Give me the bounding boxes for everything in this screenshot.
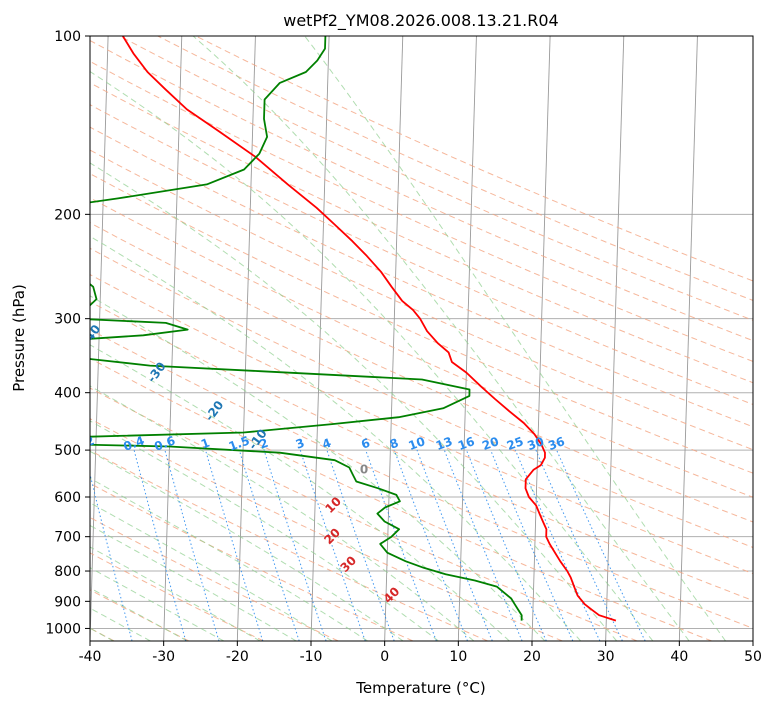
- mixing-ratio-line: [393, 449, 468, 641]
- dewpoint-profile-line: [90, 36, 523, 621]
- dry-adiabat-line: [90, 552, 264, 641]
- mixing-ratio-line: [164, 449, 220, 641]
- sounding-profiles: [90, 36, 617, 622]
- dry-adiabat-line: [90, 222, 753, 523]
- x-tick-label: 30: [597, 649, 615, 665]
- dry-adiabat-line: [90, 357, 712, 641]
- isotherm-line: [236, 36, 256, 641]
- isotherm-line: [678, 36, 698, 641]
- mixing-ratio-label: 36: [546, 434, 566, 453]
- x-tick-label: 10: [449, 649, 467, 665]
- mixing-ratio-label: 30: [525, 434, 545, 453]
- moist-adiabat-line: [90, 235, 582, 641]
- isotherm-line: [457, 36, 477, 641]
- moist-adiabat-line: [192, 36, 690, 641]
- dry-adiabat-line: [90, 387, 638, 641]
- dry-adiabat-line: [195, 36, 753, 282]
- mixing-ratio-line: [263, 449, 327, 641]
- moist-adiabat-line: [90, 502, 333, 641]
- mixing-ratio-line: [299, 449, 366, 641]
- mixing-ratio-label: 0.2: [72, 433, 97, 453]
- mixing-ratio-label: 20: [480, 434, 500, 453]
- x-tick-label: 40: [670, 649, 688, 665]
- moist-adiabat-line: [90, 70, 654, 641]
- moist-zero-label: 0: [360, 462, 368, 476]
- y-tick-label: 700: [54, 530, 81, 546]
- x-tick-label: -30: [152, 649, 175, 665]
- mixing-ratio-label: 1.5: [227, 433, 252, 453]
- y-tick-label: 800: [54, 564, 81, 580]
- y-tick-label: 200: [54, 207, 81, 223]
- mixing-ratio-lines: [90, 449, 646, 641]
- dry-adiabat-line: [90, 39, 753, 342]
- mixing-ratio-line: [443, 449, 523, 641]
- moist-adiabat-line: [90, 344, 510, 641]
- x-tick-label: 20: [523, 649, 541, 665]
- mixing-ratio-line: [416, 449, 493, 641]
- dry-adiabat-line: [90, 274, 753, 575]
- dry-adiabat-line: [119, 36, 753, 321]
- x-tick-label: 50: [744, 649, 762, 665]
- y-axis-title: Pressure (hPa): [10, 284, 28, 392]
- y-tick-label: 100: [54, 29, 81, 45]
- mixing-ratio-label: 13: [434, 434, 454, 453]
- mixing-ratio-label: 0.6: [152, 433, 177, 453]
- x-tick-label: -40: [79, 649, 102, 665]
- dry-adiabat-line: [90, 418, 563, 641]
- y-tick-label: 400: [54, 386, 81, 402]
- mixing-ratio-line: [238, 449, 300, 641]
- dry-adiabat-line: [90, 82, 753, 384]
- y-tick-label: 500: [54, 443, 81, 459]
- mixing-ratio-label: 16: [456, 434, 476, 453]
- dry-adiabat-line: [90, 589, 190, 641]
- isotherm-line: [163, 36, 183, 641]
- x-tick-label: 0: [380, 649, 389, 665]
- x-axis-ticks: -40 -30 -20 -10 0 10 20 30 40 50: [79, 641, 762, 665]
- mixing-ratio-label: 0.4: [122, 433, 147, 453]
- temperature-profile-line: [122, 36, 617, 622]
- y-tick-label: 300: [54, 312, 81, 328]
- dry-adiabat-line: [90, 482, 414, 641]
- moist-adiabat-line: [90, 524, 297, 641]
- dry-adiabat-lines: [90, 36, 753, 641]
- mixing-ratio-label: 25: [505, 434, 525, 453]
- dry-adiabat-line: [90, 149, 753, 451]
- x-tick-label: -10: [300, 649, 323, 665]
- mixing-ratio-line: [90, 472, 133, 641]
- dry-adiabat-line: [90, 449, 488, 641]
- y-axis-ticks: 100 200 300 400 500 600 700 800 900 1000: [45, 29, 90, 637]
- dry-adiabat-line: [90, 173, 753, 474]
- moist-adiabat-lines: [90, 36, 726, 641]
- mixing-ratio-line: [365, 449, 437, 641]
- moist-adiabat-line: [304, 36, 726, 641]
- isotherm-line: [605, 36, 625, 641]
- dry-adiabat-line: [90, 197, 753, 498]
- y-tick-label: 900: [54, 594, 81, 610]
- moist-adiabat-line: [90, 385, 475, 641]
- x-tick-label: -20: [226, 649, 249, 665]
- moist-adiabat-line: [90, 450, 404, 641]
- mixing-ratio-line: [490, 449, 574, 641]
- y-tick-label: 1000: [45, 621, 81, 637]
- y-tick-label: 600: [54, 490, 81, 506]
- mixing-ratio-label: 10: [407, 434, 427, 453]
- dry-adiabat-line: [90, 104, 753, 406]
- mixing-ratio-line: [465, 449, 547, 641]
- x-axis-title: Temperature (°C): [355, 679, 485, 697]
- moist-adiabat-line: [90, 477, 368, 641]
- dry-adiabat-line: [90, 247, 753, 548]
- plot-frame: [89, 35, 754, 642]
- mixing-ratio-line: [326, 449, 395, 641]
- moist-adiabat-line: [90, 420, 439, 641]
- mixing-ratio-line: [133, 449, 187, 641]
- chart-title: wetPf2_YM08.2026.008.13.21.R04: [283, 11, 558, 31]
- mixing-ratio-line: [205, 449, 264, 641]
